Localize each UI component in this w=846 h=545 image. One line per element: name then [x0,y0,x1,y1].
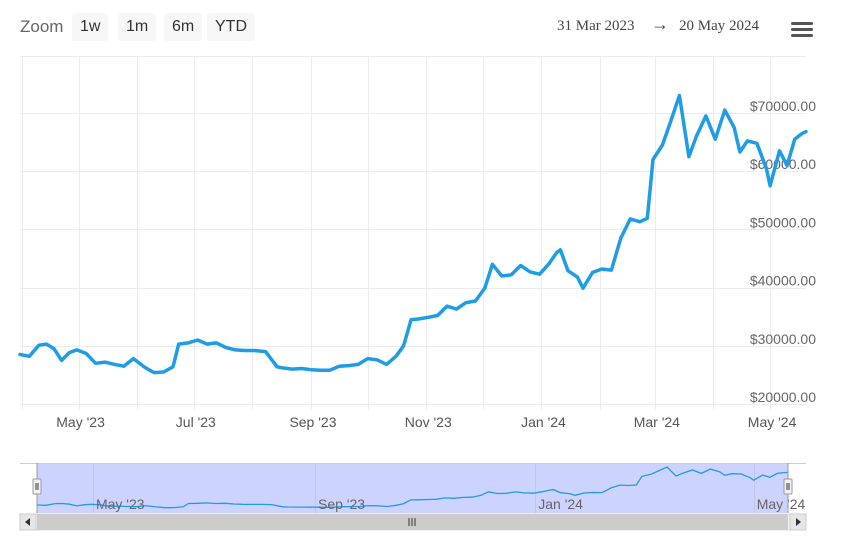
navigator-tick-label: Sep '23 [318,496,365,512]
navigator-tick-label: May '23 [96,496,145,512]
y-tick-label: $20000.00 [750,389,816,405]
x-tick-label: Mar '24 [634,414,680,430]
zoom-1m-button[interactable]: 1m [118,13,157,41]
x-tick-label: Jul '23 [176,414,216,430]
grid-layer [20,56,806,410]
y-tick-label: $70000.00 [750,98,816,114]
navigator-left-handle[interactable] [32,478,42,495]
price-series-line [18,93,808,375]
x-tick-label: Nov '23 [405,414,452,430]
range-from-date[interactable]: 31 Mar 2023 [557,18,635,34]
zoom-6m-button[interactable]: 6m [164,13,203,41]
scrollbar[interactable] [19,513,807,531]
range-selector-toolbar: Zoom 1w 1m 6m YTD 31 Mar 2023 → 20 May 2… [0,0,846,56]
navigator-series-line [36,466,789,509]
navigator-selected-range[interactable] [37,463,788,513]
x-tick-label: Jan '24 [521,414,566,430]
x-axis-labels: May '23 Jul '23 Sep '23 Nov '23 Jan '24 Mar '… [56,414,796,430]
navigator-tick-label: Jan '24 [538,496,583,512]
x-tick-label: Sep '23 [289,414,336,430]
range-to-date[interactable]: 20 May 2024 [679,18,759,34]
range-arrow: → [651,14,669,34]
zoom-1w-button[interactable]: 1w [72,13,109,41]
x-tick-label: May '23 [56,414,105,430]
y-tick-label: $30000.00 [750,331,816,347]
x-tick-label: May '24 [748,414,797,430]
navigator-axis-labels: May '23 Sep '23 Jan '24 May '24 [96,496,806,512]
zoom-label: Zoom [20,17,64,36]
scrollbar-grip-icon [408,518,416,526]
navigator-tick-label: May '24 [757,496,806,512]
y-axis-labels: $20000.00$30000.00$40000.00$50000.00$600… [750,98,816,405]
arrow-left-icon [25,518,30,526]
navigator[interactable]: May '23 Sep '23 Jan '24 May '24 [20,463,806,513]
y-tick-label: $50000.00 [750,214,816,230]
arrow-right-icon [796,518,801,526]
y-tick-label: $40000.00 [750,273,816,289]
navigator-right-handle[interactable] [783,478,793,495]
zoom-ytd-button[interactable]: YTD [207,13,255,41]
hamburger-menu-icon[interactable] [791,22,815,42]
